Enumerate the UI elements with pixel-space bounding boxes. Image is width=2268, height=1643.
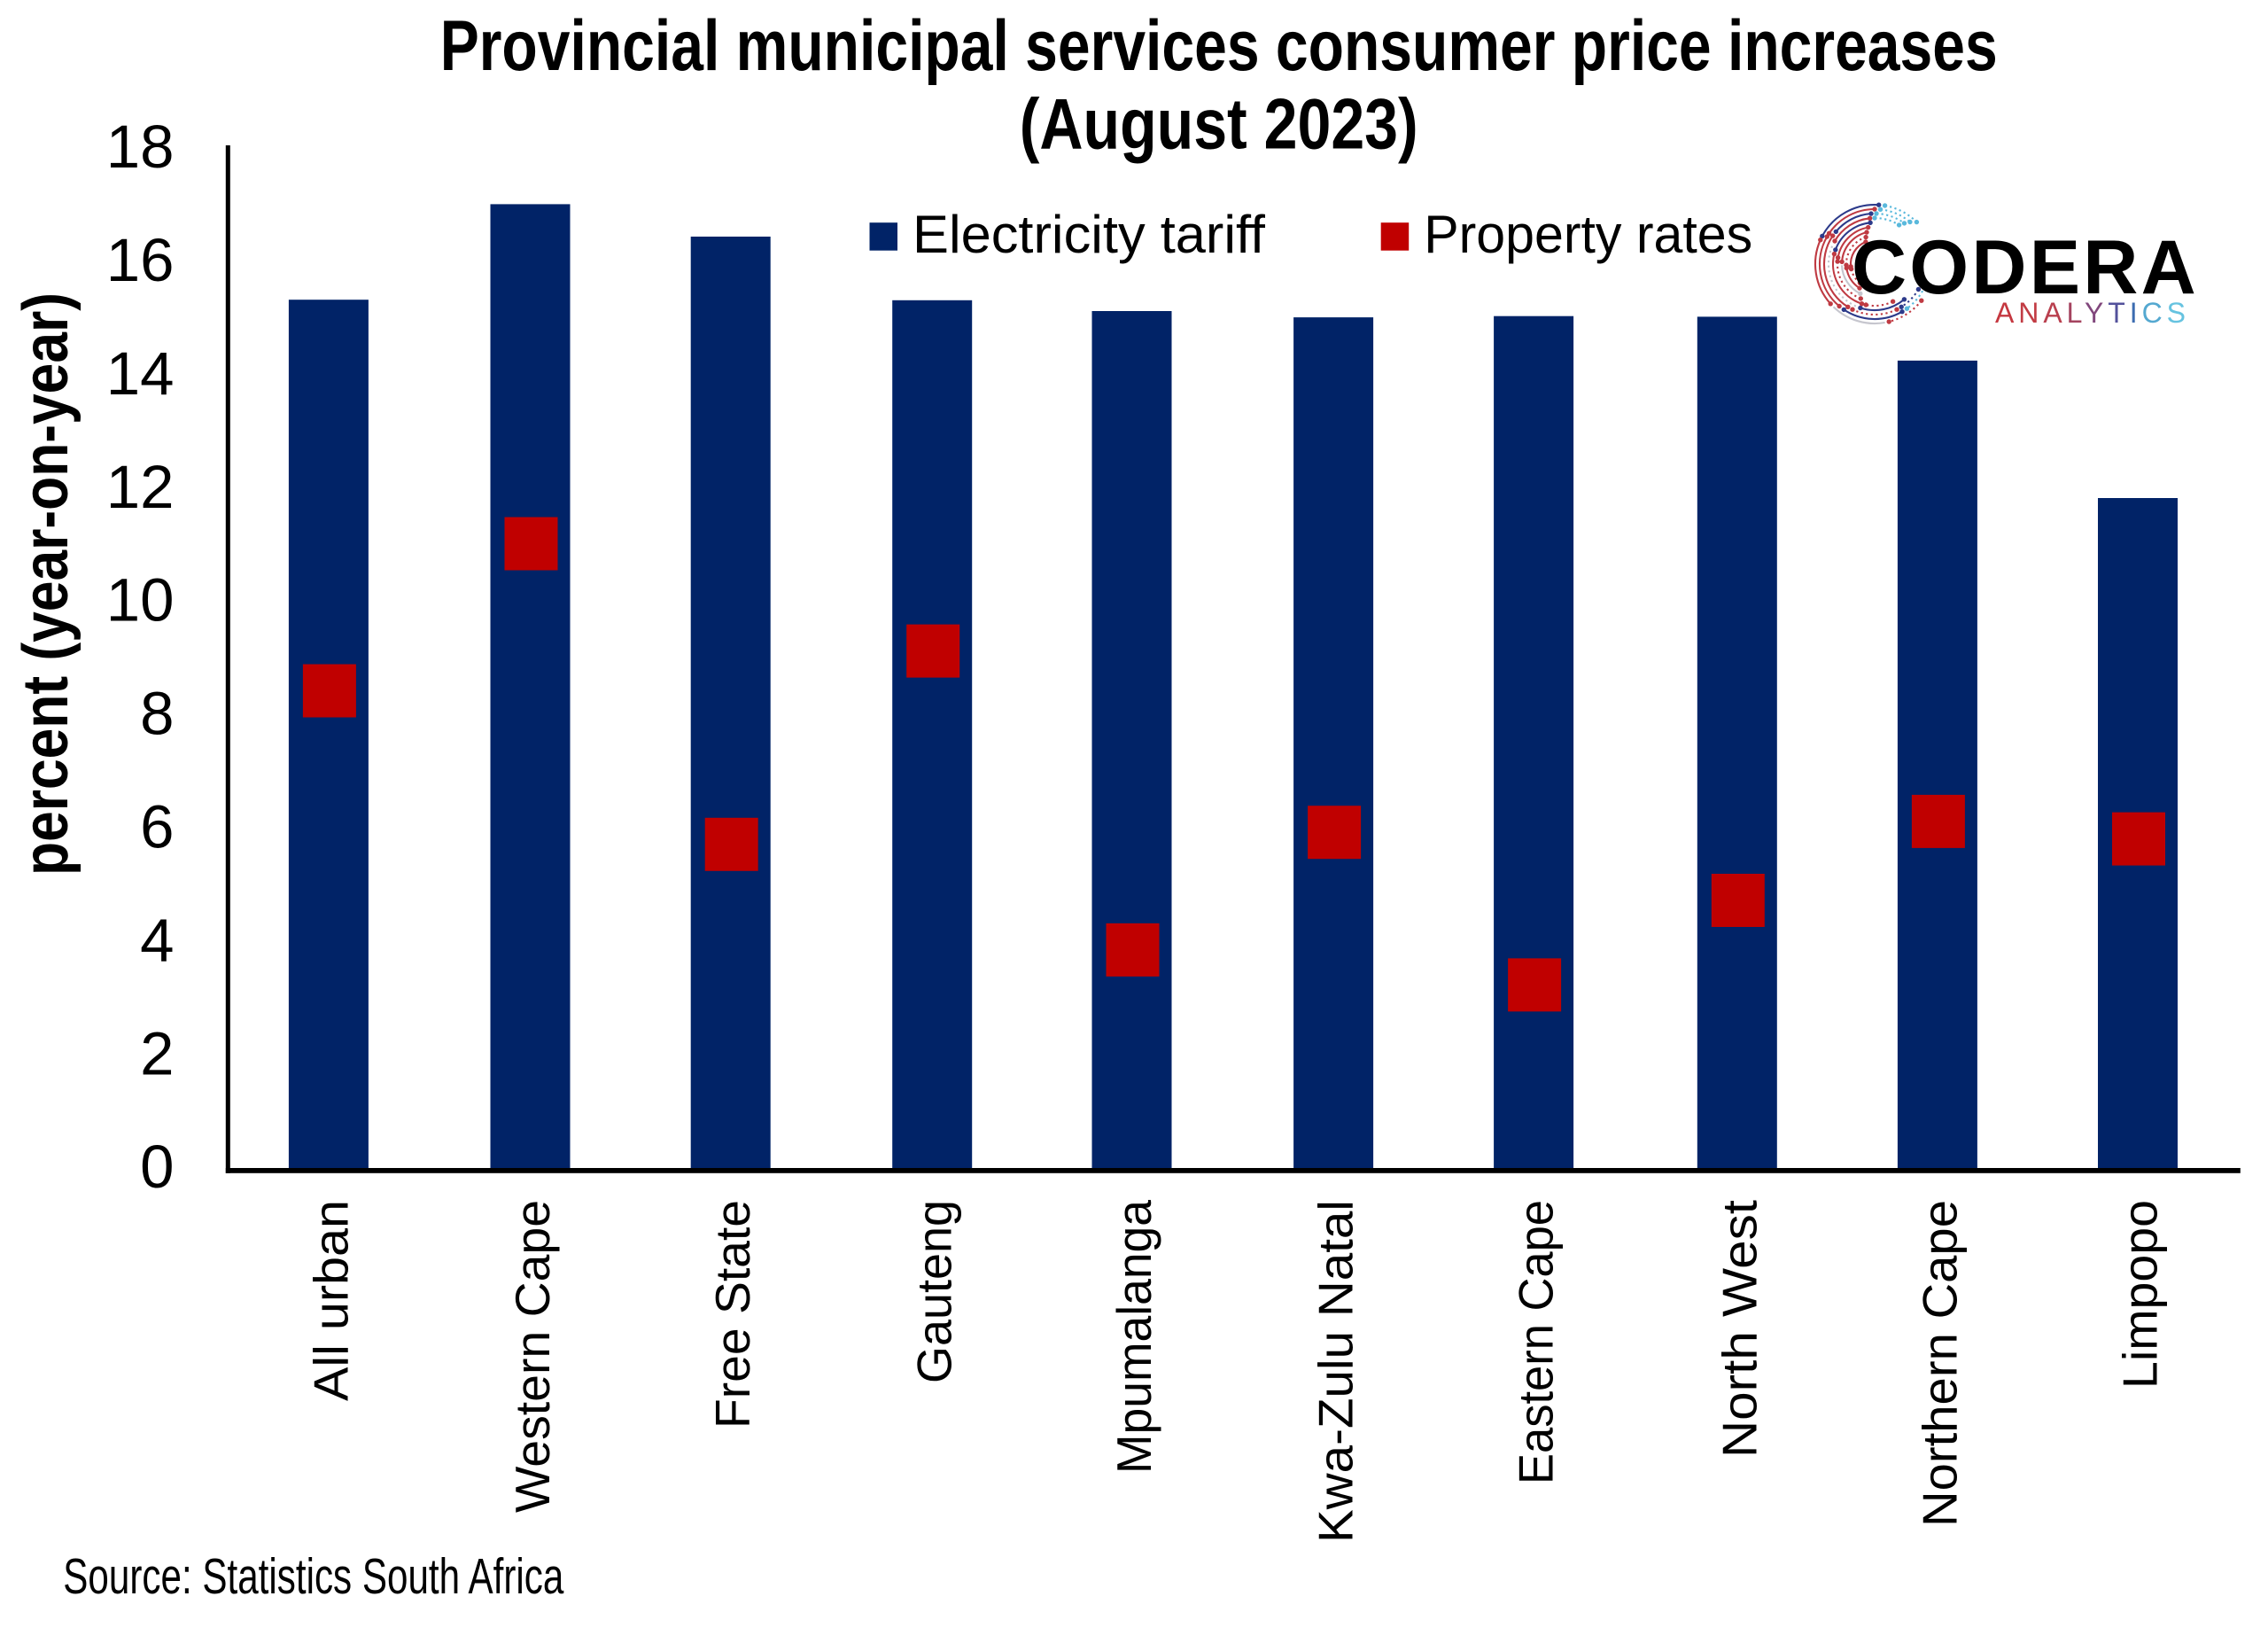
svg-text:6: 6	[140, 793, 174, 861]
svg-text:Electricity tariff: Electricity tariff	[913, 205, 1265, 264]
svg-text:(August 2023): (August 2023)	[1020, 85, 1418, 165]
svg-text:14: 14	[106, 339, 175, 408]
svg-text:Northern Cape: Northern Cape	[1912, 1200, 1967, 1527]
svg-text:2: 2	[140, 1019, 174, 1087]
svg-text:Limpopo: Limpopo	[2113, 1200, 2168, 1389]
svg-text:Free State: Free State	[705, 1200, 760, 1429]
svg-text:10: 10	[106, 566, 175, 635]
svg-text:16: 16	[106, 226, 175, 294]
svg-text:18: 18	[106, 113, 175, 181]
svg-text:8: 8	[140, 680, 174, 748]
svg-text:Mpumalanga: Mpumalanga	[1107, 1200, 1161, 1474]
svg-text:Kwa-Zulu Natal: Kwa-Zulu Natal	[1309, 1200, 1363, 1543]
svg-text:Provincial municipal services: Provincial municipal services consumer p…	[440, 6, 1998, 86]
svg-text:12: 12	[106, 453, 175, 521]
svg-text:ANALYTICS: ANALYTICS	[1995, 297, 2191, 329]
svg-text:Western Cape: Western Cape	[505, 1200, 560, 1513]
svg-text:Property rates: Property rates	[1424, 205, 1752, 264]
svg-text:0: 0	[140, 1133, 174, 1201]
svg-text:All urban: All urban	[303, 1200, 358, 1401]
svg-text:CODERA: CODERA	[1852, 225, 2199, 310]
svg-text:North West: North West	[1712, 1200, 1767, 1458]
svg-text:Gauteng: Gauteng	[907, 1200, 962, 1383]
svg-text:4: 4	[140, 906, 174, 974]
svg-text:percent (year-on-year): percent (year-on-year)	[11, 292, 82, 876]
svg-text:Eastern Cape: Eastern Cape	[1509, 1200, 1564, 1484]
svg-text:Source: Statistics South Afric: Source: Statistics South Africa	[63, 1548, 563, 1605]
